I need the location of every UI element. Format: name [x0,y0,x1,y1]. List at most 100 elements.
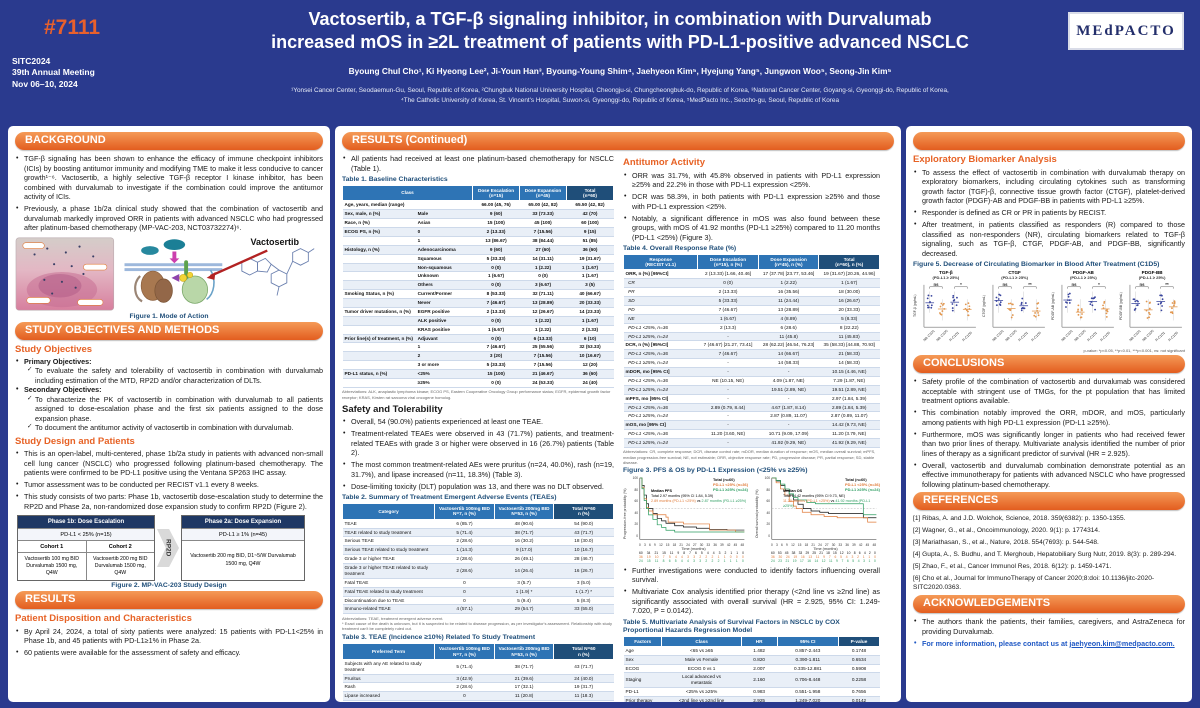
table-row: PD-L1 <25%, n=36 2.89 (0.79, 8.44) 4.67 (1… [623,403,880,413]
cohort2-dose: Vactosertib 200 mg BID Durvalumab 1500 m… [85,553,155,581]
table-row: Fatal TEAE related to study treatment 0 1 … [342,587,614,597]
table1-baseline-characteristics: Class Dose Escalation (n=15) Dose Expansio… [341,185,614,388]
list-item: TGF-β signaling has been shown to enhanc… [15,154,323,202]
list-item: Further investigations were conducted to… [623,566,880,585]
table-row: Prior therapy <2nd line vs ≥2nd line 2.925… [623,696,880,702]
list-item: SITC2024 [12,56,51,66]
table-header-row: Category Vactosertib 100mg BID N=7, n (%)… [341,503,614,520]
list-item: [4] Gupta, A., S. Budhu, and T. Merghoub… [913,550,1177,558]
list-item: Dose-limiting toxicity (DLT) population … [342,482,614,492]
list-item: Furthermore, mOS was significantly longe… [913,430,1185,459]
table-row: Serious TEAE 2 (28.6) 16 (30.2) 18 (30.0) [342,536,614,547]
os-x-ticks: 0 3 6 9 12 15 18 21 24 27 30 33 36 39 42 45 48 [771,543,876,547]
pfs-km-chart [639,477,745,540]
results-intro-bullet: All patients had received at least one p… [342,154,614,173]
list-item: ORR was 31.7%, with 45.8% observed in pa… [623,171,880,190]
table1-caption: Table 1. Baseline Characteristics [342,176,448,183]
left-column-panel: BACKGROUND TGF-β signaling has been show… [8,126,330,702]
list-item: To characterize the PK of vactosertib in… [26,395,323,424]
list-item: To assess the effect of vactosertib in c… [913,168,1185,206]
list-item: [5] Zhao, F., et al., Cancer Immunol Res… [913,562,1112,570]
section-results: RESULTS [15,591,323,610]
list-item: DCR was 58.3%, in both patients with PD-… [623,192,880,211]
figure2-study-design: Phase 1b: Dose Escalation PD-L1 < 25% (n… [17,515,321,582]
table4-caption: Table 4. Overall Response Rate (%) [623,245,737,252]
title-line-1: Vactosertib, a TGF-β signaling inhibitor… [308,9,932,29]
table-row: TEAE 6 (85.7) 48 (90.6) 54 (90.0) [342,519,614,529]
ack-bullets: The authors thank the patients, their fa… [913,617,1185,636]
phase2a-box: Phase 2a: Dose Expansion PD-L1 ≥ 1% (n=4… [181,515,305,582]
table-row: Sex, male, n (%) Male 9 (60) 33 (73.33) 42 (… [342,209,614,220]
patient-disposition-bullets: By April 24, 2024, a total of sixty pati… [15,627,323,658]
table-row: KRAS positive 1 (6.67) 1 (2.22) 2 (3.33) [342,325,614,335]
figure5-boxplots: TGF-β (PD-L1 ≥ 25%) TGF-β (pg/mL) ns * N… [913,270,1185,348]
table-row: Fatal TEAE 0 3 (5.7) 3 (5.0) [342,578,614,588]
table-row: PD-L1 ≥25%, n=24-14 (58.33) 14 (58.33) [623,358,880,369]
list-item: Previously, a phase 1b/2a clinical study… [15,204,323,233]
authors-line: Byoung Chul Cho¹, Ki Hyeong Lee², Ji-You… [348,66,892,76]
list-item: [3] Mariathasan, S., et al., Nature, 201… [913,538,1099,546]
medpacto-logo: MEdPACTO [1068,12,1184,50]
svg-text:**: ** [1028,282,1032,287]
secondary-objective-items: To characterize the PK of vactosertib in… [15,395,323,433]
biomarker-bullets: To assess the effect of vactosertib in c… [913,168,1185,259]
rp2d-label: RP2D [164,539,172,557]
table-row: PD-L1 <25%, n=36 7 (46.67) 14 (66.67) 21 (5… [623,349,880,360]
table5-multivariate-analysis: Factors Class HR 95% CI P-value Age <65 vs ≥65… [622,636,880,702]
svg-text:ns: ns [1140,282,1146,287]
table-row: TEAE related to study treatment 5 (71.4) 3… [342,528,614,538]
boxplot-tgfb: TGF-β (PD-L1 ≥ 25%) TGF-β (pg/mL) ns * N… [913,270,979,348]
results-continued-right-column: Antitumor Activity ORR was 31.7%, with 4… [622,154,880,702]
tgfb-dot-plot: ns * [923,282,976,328]
pdgfab-dot-plot: ns * [1061,282,1114,328]
figure3-os-legend: Total (n=60) PD-L1 <25% (n=36) PD-L1 ≥25… [844,477,880,493]
table-row: PD-L1 <25%, n=36 11.20 (3.60, NE) 10.71 (9… [623,429,880,440]
table-row: Never 7 (46.67) 13 (28.89) 20 (33.33) [342,298,614,308]
tme-illustration-image [15,237,115,310]
results-continued-panel: RESULTS (Continued) All patients had rec… [335,126,901,702]
survival-analysis-bullets: Further investigations were conducted to… [623,566,880,616]
table-row: Rash 2 (28.6) 17 (32.1) 19 (31.7) [342,682,614,693]
table-row: SD 5 (33.33) 11 (24.44) 16 (26.67) [623,296,880,306]
table-row: PD-L1 <25%, n=36 NE (10.15, NE) 4.09 (1.87… [623,376,880,386]
list-item: Tumor assessment was to be conducted per… [15,480,323,490]
study-objectives-title: Study Objectives [15,343,93,355]
phase1b-title: Phase 1b: Dose Escalation [18,516,154,528]
table-row: Discontinuation due to TEAE 0 5 (9.4) 5 (8.… [342,596,614,606]
phase2a-dose: Vactosertib 200 mg BID, D1~5/W Durvaluma… [182,540,304,580]
list-item: Responder is defined as CR or PR in pati… [913,208,1185,218]
table-row: Age <65 vs ≥65 1.482 0.857-2.443 0.1748 [623,646,880,656]
table4-overall-response-rate: Response (RECIST v1.1) Dose Escalation (n… [622,254,880,448]
table2-footnote: Abbreviations: TEAE, treatment emergent … [342,615,613,632]
os-risk-row-total: 60 53 45 38 33 29 25 21 18 15 12 10 8 6 4 2 0 [771,551,876,555]
boxplot-pdgfbb: PDGF-BB (PD-L1 ≥ 25%) PDGF-BB (pg/mL) ns… [1119,270,1185,348]
phase1b-box: Phase 1b: Dose Escalation PD-L1 < 25% (n… [17,515,155,582]
pfs-y-ticks: 100 80 60 40 20 0 [632,476,638,538]
phase1b-subtitle: PD-L1 < 25% (n=15) [18,528,154,540]
table-row: PD-L1 <25%, n=36 2 (13.3) 6 (28.6) 8 (22.22… [623,323,880,333]
section-conclusions: CONCLUSIONS [913,355,1185,373]
study-design-bullets: This is an open-label, multi-centered, p… [15,449,323,511]
figure1-mode-of-action: Vactosertib [15,236,323,312]
meeting-info: SITC2024 39th Annual Meeting Nov 06–10, 20… [12,56,95,90]
table-row: DCR, n (%) [95%CI] 7 (46.67) [21.27, 73.4… [623,340,880,351]
list-item: This study consists of two parts: Phase … [15,492,323,511]
table-row: NE 1 (6.67) 4 (8.89) 5 (8.33) [623,314,880,324]
list-item: 60 patients were available for the asses… [15,648,323,658]
affiliations-line-1: ¹Yonsei Cancer Center, Seodaemun-Gu, Seo… [291,87,949,94]
section-bar-right [913,132,1185,150]
svg-text:ns: ns [1002,282,1008,287]
list-item: [6] Cho et al., Journal for ImmunoTherap… [913,574,1155,592]
list-item: After treatment, in patients classified … [913,220,1185,258]
contact-bullet: For more information, please contact us … [913,639,1185,649]
section-objectives: STUDY OBJECTIVES AND METHODS [15,321,323,340]
pfs-risk-row-total: 60 34 21 15 11 9 8 7 6 5 4 4 3 2 1 1 0 [639,551,744,555]
list-item: This is an open-label, multi-centered, p… [15,449,323,478]
list-item: Treatment-related TEAEs were observed in… [342,429,614,458]
pfs-risk-row-ge25: 24 15 11 8 6 5 4 4 3 3 2 2 2 1 1 1 0 [639,559,744,564]
conclusions-bullets: Safety profile of the combination of vac… [913,377,1185,489]
table-header-row: Class Dose Escalation (n=15) Dose Expansio… [341,185,614,202]
contact-email-link[interactable]: jaehyeon.kim@medpacto.com. [1069,638,1175,648]
